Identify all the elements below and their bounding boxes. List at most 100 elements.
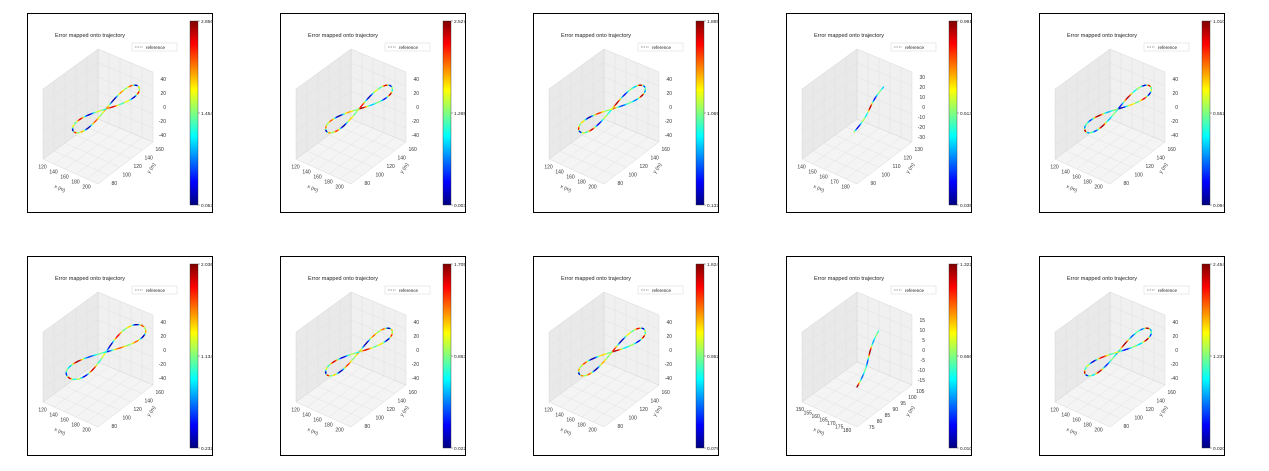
y-axis-label: y (m)	[399, 405, 411, 418]
x-tick-label: 160	[60, 418, 69, 424]
grid-line	[42, 305, 99, 347]
colorbar-tick-label: 1.322	[960, 262, 972, 268]
x-tick-label: 180	[577, 423, 586, 429]
grid-line	[1054, 319, 1111, 361]
grid-line	[42, 319, 99, 361]
trajectory	[324, 327, 394, 377]
grid-line	[1098, 137, 1155, 180]
grid-line	[801, 62, 858, 104]
legend: reference	[890, 42, 937, 52]
y-tick-label: 160	[1168, 147, 1177, 153]
grid-line	[295, 76, 352, 118]
grid-line	[834, 375, 891, 418]
y-tick-label: 100	[376, 415, 385, 421]
grid-line	[42, 104, 99, 146]
grid-line	[845, 369, 902, 394]
grid-line	[1076, 128, 1133, 170]
colorbar-tick-label: 0.863	[454, 354, 466, 360]
y-tick-label: 95	[900, 401, 906, 407]
y-tick-label: 120	[1146, 164, 1155, 170]
x-tick-label: 180	[577, 180, 586, 186]
colorbar-tick-label: 2.527	[454, 19, 466, 25]
legend: reference	[890, 285, 937, 295]
y-tick-label: 140	[398, 156, 407, 162]
chart-panel: Error mapped onto trajectory reference 150…	[786, 256, 972, 456]
z-tick-label: 15	[919, 318, 925, 324]
grid-line	[856, 305, 913, 330]
grid-line	[581, 132, 638, 175]
grid-line	[1054, 104, 1111, 146]
colorbar-tick-label: 0.020	[1213, 446, 1225, 452]
x-axis-label: x (m)	[306, 427, 319, 437]
x-tick-label: 160	[811, 414, 820, 420]
legend-box	[637, 42, 684, 52]
z-tick-label: 40	[1172, 77, 1178, 83]
grid-line	[801, 90, 858, 132]
grid-line	[295, 90, 352, 132]
z-tick-label: 0	[1175, 105, 1178, 111]
x-tick-label: 200	[588, 428, 597, 434]
grid-line	[856, 62, 913, 87]
grid-line	[801, 333, 858, 375]
grid-line	[328, 375, 385, 418]
z-tick-label: -5	[921, 358, 926, 364]
grid-line	[295, 333, 352, 375]
grid-line	[317, 371, 374, 413]
z-tick-label: 20	[160, 91, 166, 97]
grid-line	[42, 90, 99, 132]
z-tick-label: -20	[918, 125, 925, 131]
x-axis-label: x (m)	[559, 184, 572, 194]
y-tick-label: 120	[640, 407, 649, 413]
z-tick-label: 0	[669, 348, 672, 354]
x-axis-label: x (m)	[1065, 184, 1078, 194]
x-tick-label: 180	[324, 423, 333, 429]
grid-line	[86, 369, 143, 394]
z-tick-label: -40	[1171, 376, 1178, 382]
chart-title: Error mapped onto trajectory	[561, 33, 631, 39]
x-tick-label: 160	[1072, 175, 1081, 181]
legend-box	[131, 285, 178, 295]
trajectory	[71, 84, 141, 134]
grid-line	[1109, 305, 1166, 330]
chart-title: Error mapped onto trajectory	[1067, 276, 1137, 282]
grid-line	[834, 134, 891, 159]
grid-line	[86, 126, 143, 151]
grid-line	[306, 150, 363, 176]
legend: reference	[131, 42, 178, 52]
legend-label: reference	[1158, 288, 1178, 293]
x-axis-label: x (m)	[53, 184, 66, 194]
y-tick-label: 80	[365, 424, 371, 430]
x-axis-label: x (m)	[306, 184, 319, 194]
chart-panel: Error mapped onto trajectory reference 140…	[786, 13, 972, 213]
colorbar-tick-label: 1.265	[454, 111, 466, 117]
chart-panel: Error mapped onto trajectory reference 120…	[1039, 13, 1225, 213]
colorbar	[442, 263, 452, 449]
legend-box	[1143, 285, 1190, 295]
chart-svg: Error mapped onto trajectory reference 120…	[544, 19, 719, 209]
y-tick-label: 100	[882, 172, 891, 178]
colorbar	[695, 20, 705, 206]
legend-box	[1143, 42, 1190, 52]
legend-box	[890, 285, 937, 295]
z-tick-label: -20	[1171, 362, 1178, 368]
y-axis-label: y (m)	[652, 162, 664, 175]
colorbar-tick-label: 0.991	[960, 19, 972, 25]
x-tick-label: 200	[82, 428, 91, 434]
x-tick-label: 155	[804, 410, 813, 416]
y-axis-label: y (m)	[146, 405, 158, 418]
grid-line	[53, 123, 110, 165]
x-tick-label: 120	[291, 165, 300, 171]
y-tick-label: 120	[387, 407, 396, 413]
y-tick-label: 130	[915, 147, 924, 153]
grid-line	[42, 76, 99, 118]
y-tick-label: 85	[885, 413, 891, 419]
colorbar-tick-label: 1.069	[707, 111, 719, 117]
legend: reference	[1143, 285, 1190, 295]
z-tick-label: 5	[922, 338, 925, 344]
grid-line	[801, 305, 858, 347]
y-tick-label: 80	[112, 181, 118, 187]
colorbar	[442, 20, 452, 206]
colorbar-tick-label: 0.232	[201, 446, 213, 452]
grid-line	[559, 150, 616, 176]
x-tick-label: 120	[1050, 408, 1059, 414]
